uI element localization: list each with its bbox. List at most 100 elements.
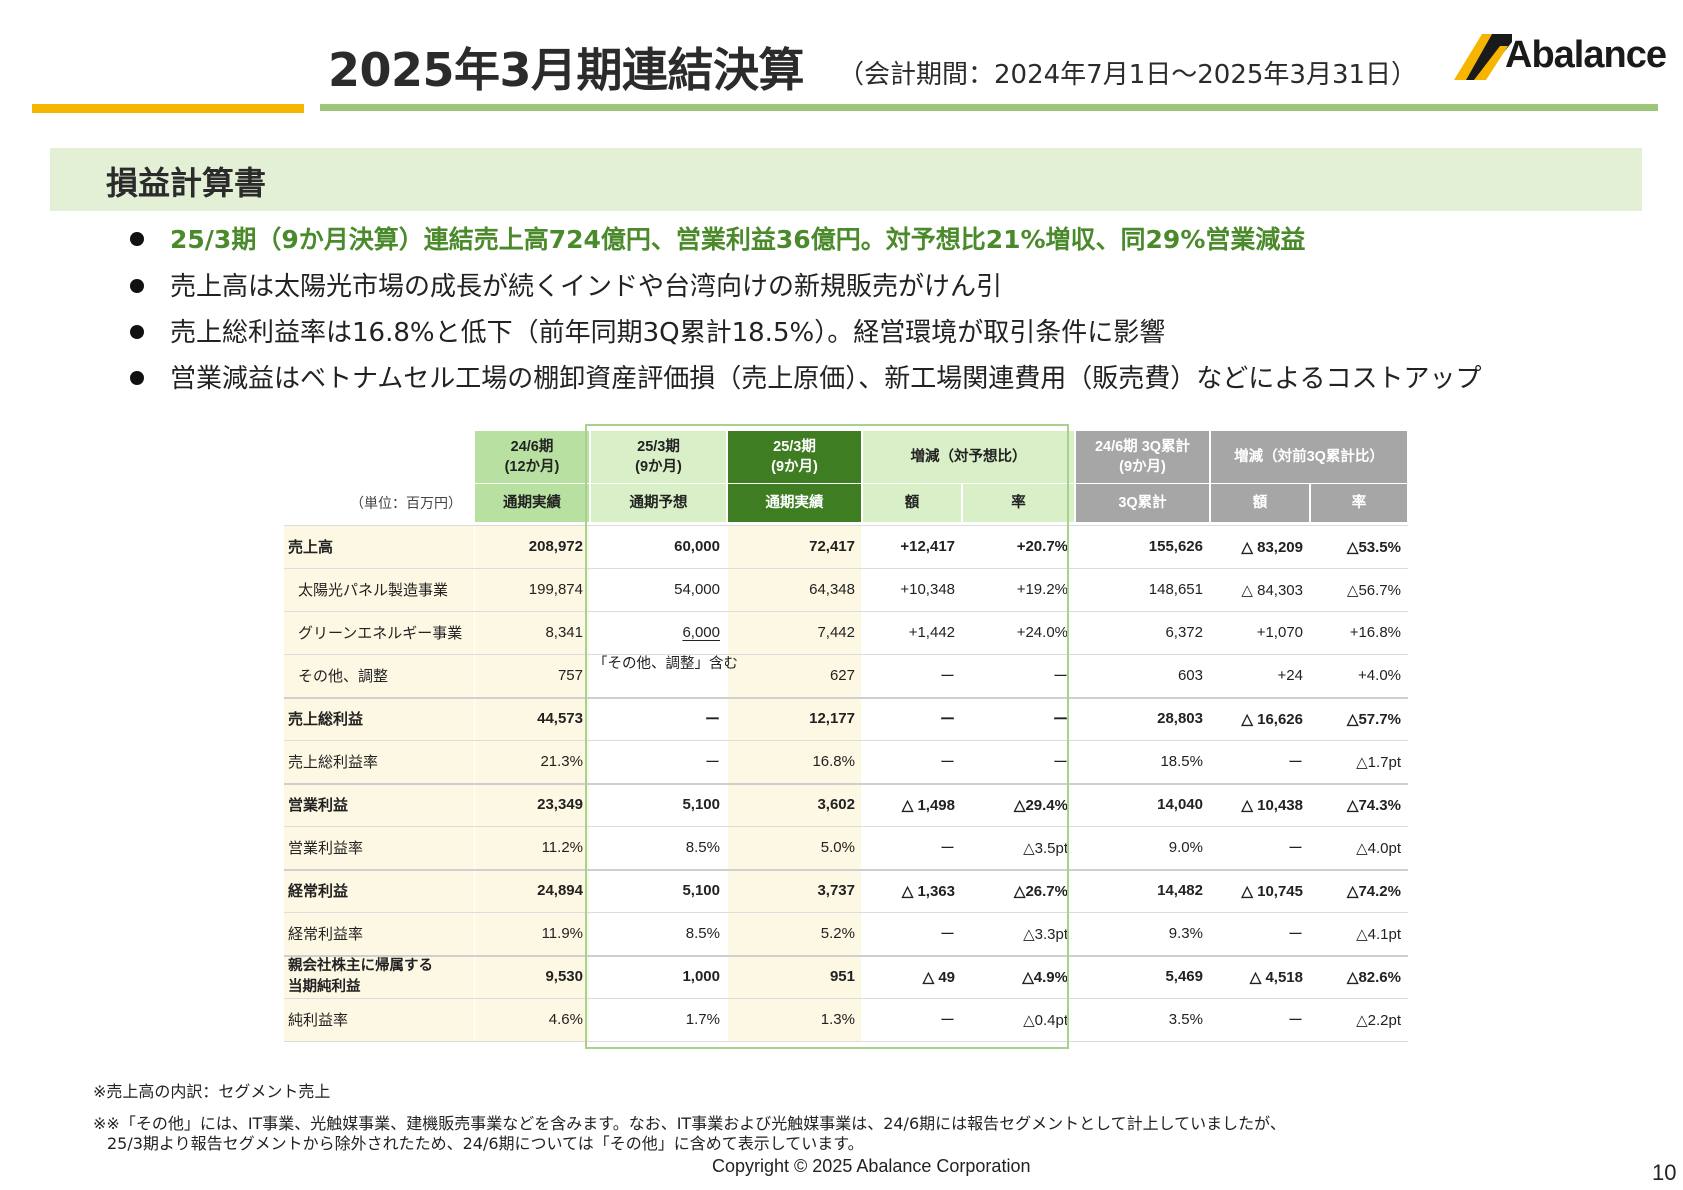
table-cell: +1,070 — [1256, 624, 1303, 641]
table-cell: △56.7% — [1346, 581, 1401, 599]
bullet-text: 25/3期（9か月決算）連結売上高724億円、営業利益36億円。対予想比21%増… — [170, 225, 1306, 254]
page-title: 2025年3月期連結決算 — [328, 43, 805, 97]
table-cell: △29.4% — [1013, 796, 1068, 814]
table-row-label: 太陽光パネル製造事業 — [284, 568, 474, 611]
row-divider — [284, 998, 1408, 999]
header-accent-bar-yellow — [32, 104, 304, 113]
table-cell: 11.2% — [475, 826, 589, 869]
table-cell: ー — [1052, 754, 1068, 771]
table-row-label: 経常利益 — [284, 869, 474, 912]
table-cell: 28,803 — [1157, 710, 1203, 727]
bullet-item: 営業減益はベトナムセル工場の棚卸資産評価損（売上原価）、新工場関連費用（販売費）… — [130, 358, 1481, 395]
table-cell: 6,372 — [1165, 624, 1203, 641]
table-cell: 5,100 — [682, 796, 720, 813]
table-row-label: 経常利益率 — [284, 912, 474, 955]
table-cell: 627 — [728, 654, 861, 697]
table-row-label: 売上高 — [284, 525, 474, 568]
table-cell: 199,874 — [475, 568, 589, 611]
fiscal-period: （会計期間：2024年7月1日～2025年3月31日） — [838, 60, 1418, 90]
footnote-1: ※売上高の内訳：セグメント売上 — [93, 1082, 331, 1101]
table-cell: ー — [1287, 754, 1303, 771]
table-cell: △ 49 — [922, 968, 955, 986]
bullet-text: 売上高は太陽光市場の成長が続くインドや台湾向けの新規販売がけん引 — [170, 272, 1003, 302]
table-cell: △1.7pt — [1356, 753, 1401, 771]
table-cell: 21.3% — [475, 740, 589, 783]
table-cell: 23,349 — [475, 783, 589, 826]
table-bottom-line — [284, 1041, 1408, 1042]
table-cell: △ 16,626 — [1241, 710, 1303, 728]
table-cell: 3.5% — [1168, 1011, 1203, 1028]
table-cell: ー — [1052, 668, 1068, 685]
column-header: 増減（対予想比） — [863, 431, 1074, 483]
table-row-label: 営業利益率 — [284, 826, 474, 869]
row-divider — [284, 611, 1408, 612]
row-divider — [284, 740, 1408, 741]
column-subheader: 通期実績 — [728, 484, 861, 522]
column-subheader: 額 — [863, 484, 961, 522]
table-cell: +4.0% — [1358, 667, 1401, 684]
table-cell: +1,442 — [908, 624, 955, 641]
table-cell: ー — [704, 754, 720, 771]
table-cell: △4.9% — [1022, 968, 1068, 986]
table-cell: △57.7% — [1346, 710, 1401, 728]
table-cell: 8,341 — [475, 611, 589, 654]
table-cell: +24.0% — [1016, 624, 1068, 641]
table-row-label: 純利益率 — [284, 998, 474, 1041]
table-cell: 155,626 — [1148, 538, 1203, 555]
column-header: 24/6期 (12か月) — [475, 431, 589, 483]
page-number: 10 — [1652, 1160, 1677, 1185]
bullet-text: 売上総利益率は16.8%と低下（前年同期3Q累計18.5%）。経営環境が取引条件… — [170, 318, 1166, 348]
table-cell: 5.2% — [728, 912, 861, 955]
table-cell: 757 — [475, 654, 589, 697]
table-cell: ー — [704, 711, 720, 728]
row-divider — [284, 525, 1408, 526]
table-cell: ー — [1287, 926, 1303, 943]
table-cell: △ 1,363 — [901, 882, 955, 900]
unit-label: （単位：百万円） — [350, 495, 462, 511]
table-cell: 7,442 — [728, 611, 861, 654]
table-cell: ー — [939, 840, 955, 857]
table-cell: 54,000 — [674, 581, 720, 598]
table-cell: 6,000 — [682, 624, 720, 641]
bullet-text: 営業減益はベトナムセル工場の棚卸資産評価損（売上原価）、新工場関連費用（販売費）… — [170, 364, 1482, 394]
table-cell: 951 — [728, 955, 861, 998]
column-subheader: 率 — [963, 484, 1074, 522]
table-cell: △3.5pt — [1023, 839, 1068, 857]
table-cell: 3,737 — [728, 869, 861, 912]
column-subheader: 通期予想 — [591, 484, 726, 522]
forecast-includes-note: 「その他、調整」含む — [593, 655, 738, 672]
table-cell: +19.2% — [1016, 581, 1068, 598]
table-cell: 1.7% — [685, 1011, 720, 1028]
table-cell: △4.1pt — [1356, 925, 1401, 943]
table-cell: △ 83,209 — [1241, 538, 1303, 556]
table-cell: ー — [939, 926, 955, 943]
table-cell: ー — [939, 1012, 955, 1029]
table-cell: 8.5% — [685, 925, 720, 942]
column-header: 25/3期 (9か月) — [728, 431, 861, 483]
table-cell: 44,573 — [475, 697, 589, 740]
table-cell: △ 10,745 — [1241, 882, 1303, 900]
table-cell: ー — [939, 754, 955, 771]
table-cell: △26.7% — [1013, 882, 1068, 900]
table-cell: 9.0% — [1168, 839, 1203, 856]
bullet-dot-icon — [130, 370, 144, 385]
table-cell: 14,482 — [1157, 882, 1203, 899]
current-period-highlight-frame — [585, 424, 1069, 1049]
table-cell: 12,177 — [728, 697, 861, 740]
table-row-label: 売上総利益 — [284, 697, 474, 740]
column-subheader: 通期実績 — [475, 484, 589, 522]
section-title: 損益計算書 — [106, 164, 267, 202]
table-cell: ー — [1052, 711, 1068, 728]
column-subheader: 額 — [1211, 484, 1309, 522]
table-cell: 24,894 — [475, 869, 589, 912]
table-cell: ー — [939, 711, 955, 728]
table-cell: 3,602 — [728, 783, 861, 826]
company-logo: Abalance — [1452, 28, 1676, 84]
table-cell: +10,348 — [900, 581, 955, 598]
row-divider — [284, 783, 1408, 785]
table-cell: △ 10,438 — [1241, 796, 1303, 814]
row-divider — [284, 568, 1408, 569]
table-cell: 148,651 — [1148, 581, 1203, 598]
table-cell: △53.5% — [1346, 538, 1401, 556]
copyright: Copyright © 2025 Abalance Corporation — [712, 1156, 1031, 1176]
